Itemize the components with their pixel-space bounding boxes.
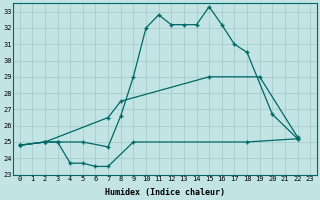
X-axis label: Humidex (Indice chaleur): Humidex (Indice chaleur) (105, 188, 225, 197)
